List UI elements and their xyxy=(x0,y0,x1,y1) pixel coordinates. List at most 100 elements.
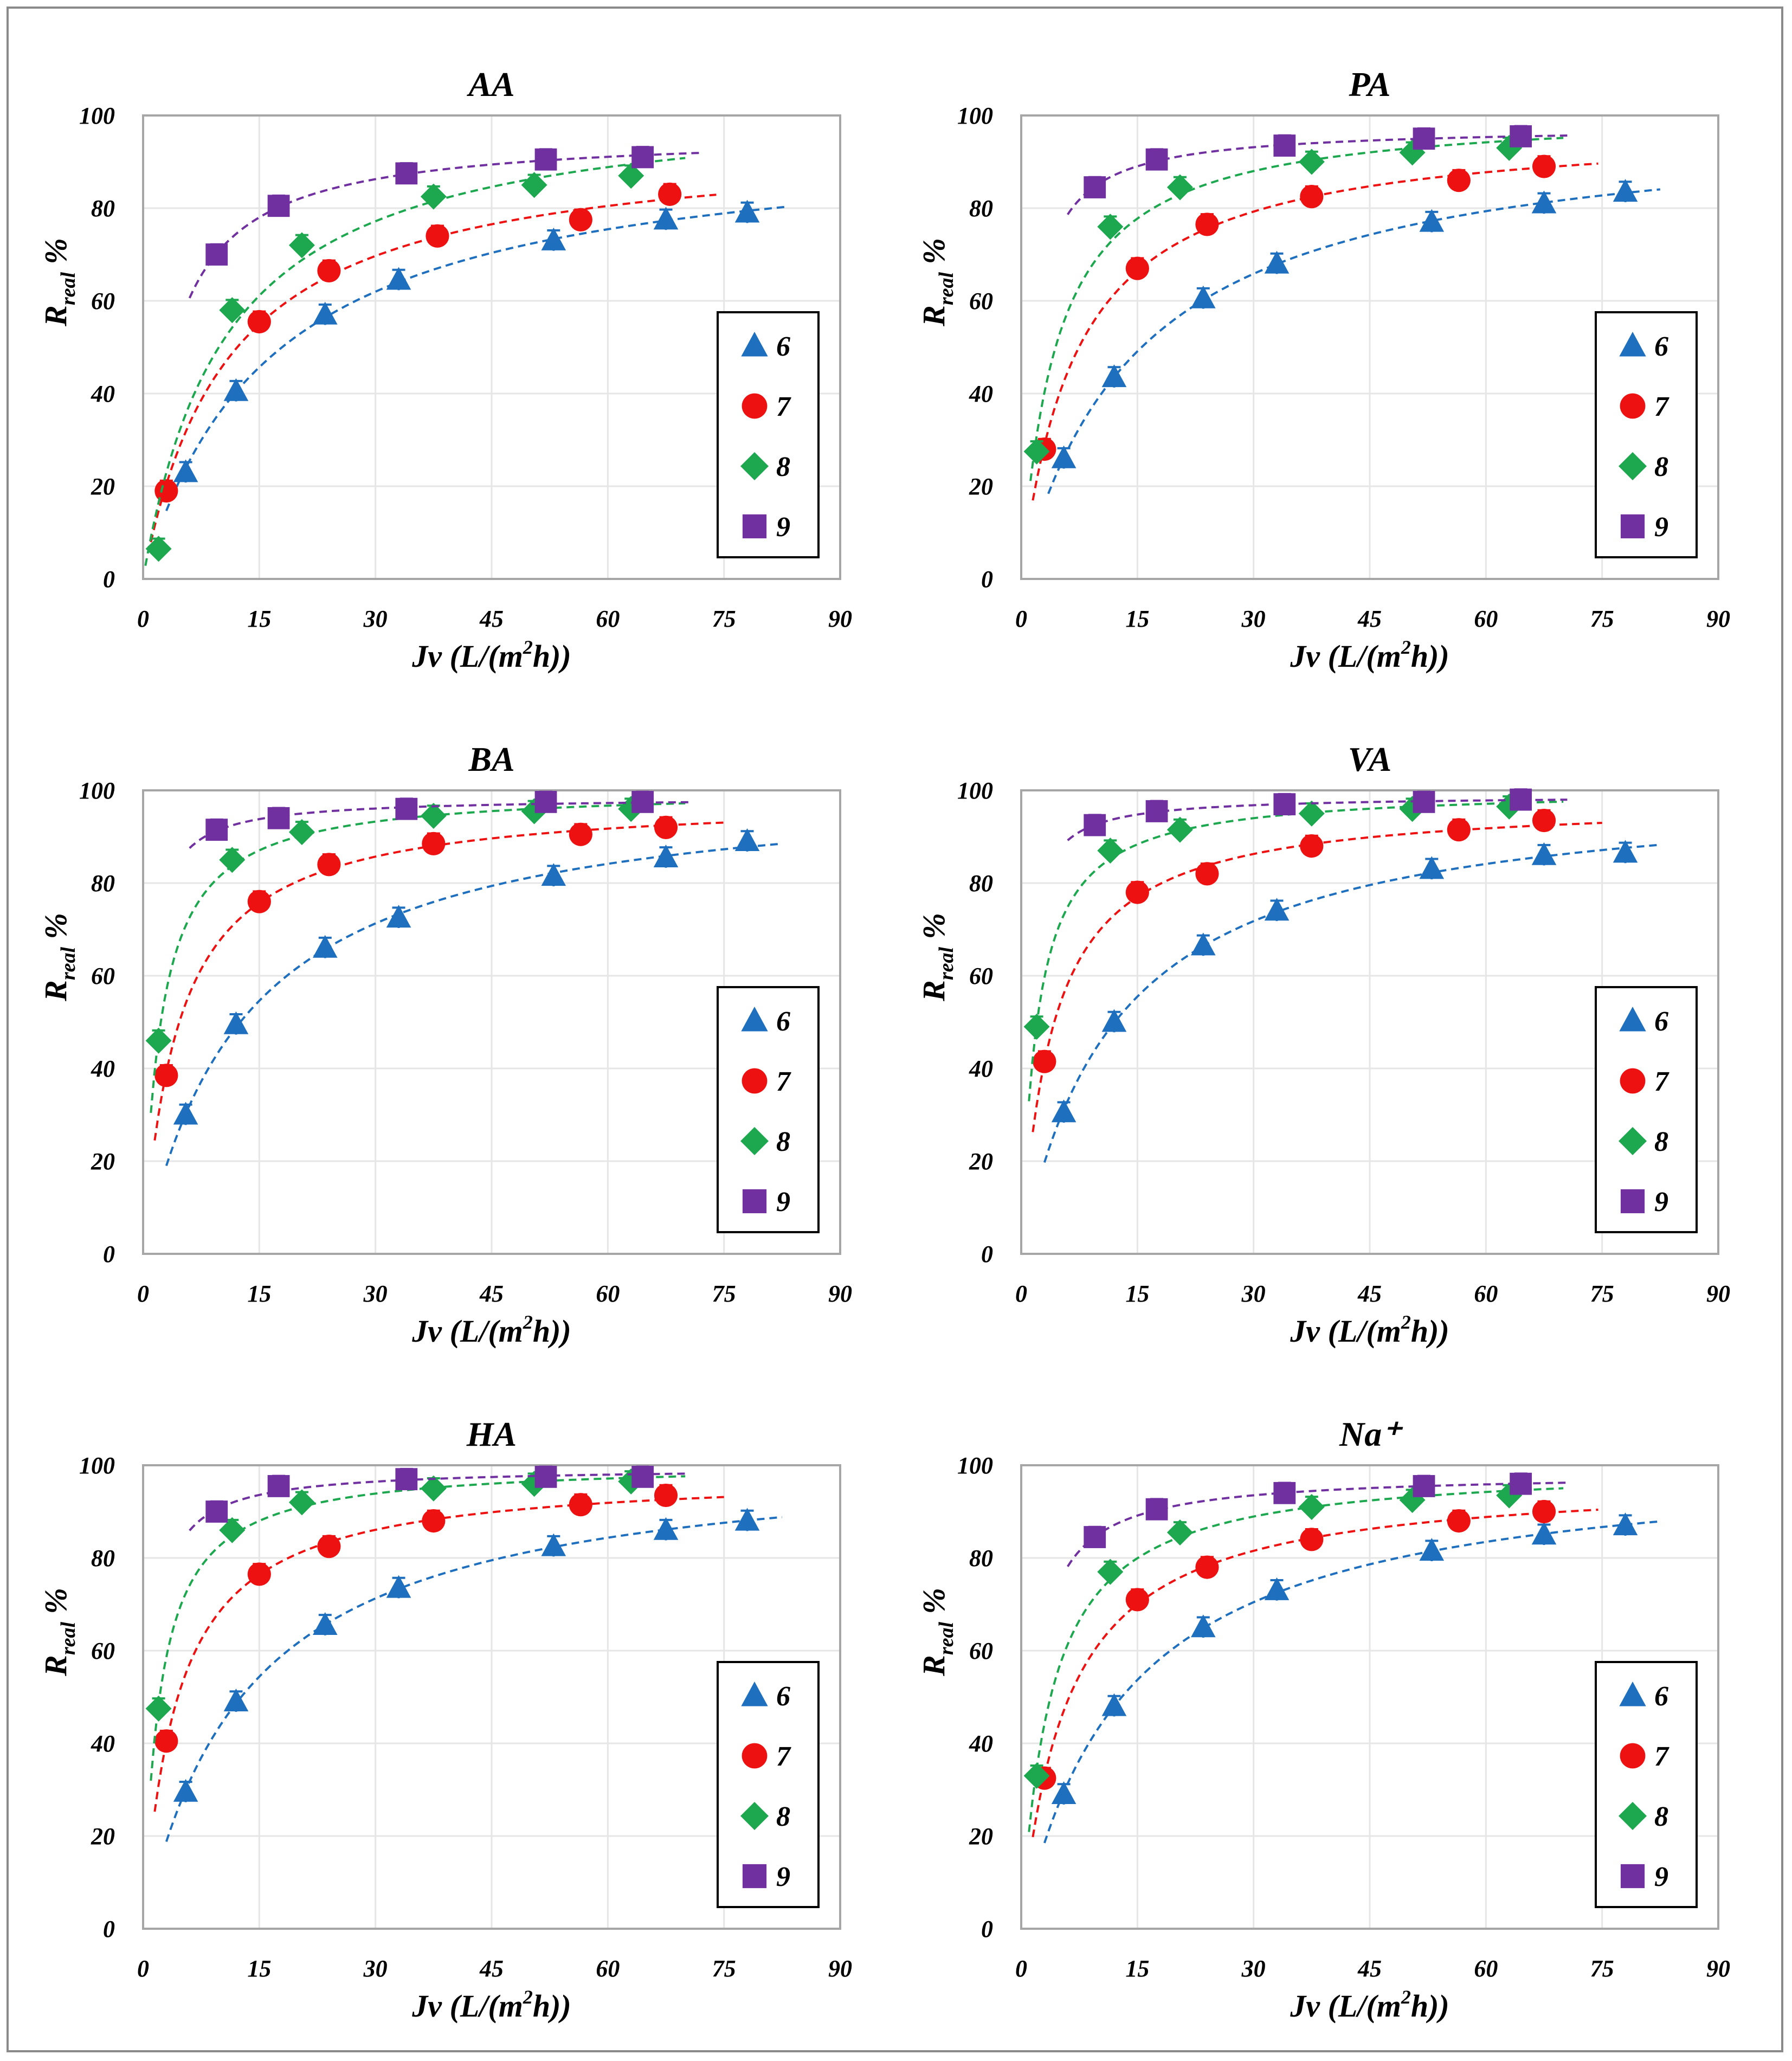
plot-area-border xyxy=(1020,114,1719,580)
y-tick-label: 80 xyxy=(91,870,115,897)
plot-area-border xyxy=(142,789,841,1255)
y-axis-label: Rreal % xyxy=(38,238,80,327)
data-point-8 xyxy=(145,1695,172,1722)
legend: 6 7 8 9 xyxy=(1595,986,1698,1233)
data-point-6 xyxy=(653,844,679,867)
data-point-7 xyxy=(317,853,341,877)
data-point-7 xyxy=(654,815,678,839)
chart-title: HA xyxy=(466,1415,517,1453)
trend-line-7 xyxy=(153,821,724,1141)
data-point-7 xyxy=(1447,1509,1471,1533)
data-point-9 xyxy=(1084,1526,1106,1548)
series-7 xyxy=(1032,1499,1598,1838)
data-point-6 xyxy=(1264,898,1290,921)
trend-line-6 xyxy=(1047,188,1660,494)
data-point-6 xyxy=(386,267,411,290)
data-point-7 xyxy=(1195,1555,1219,1579)
data-point-6 xyxy=(1190,1614,1216,1638)
y-tick-label: 20 xyxy=(91,473,115,500)
legend-marker-7 xyxy=(742,1068,768,1094)
legend-marker-6 xyxy=(1619,332,1646,357)
data-point-9 xyxy=(631,146,654,169)
trend-line-8 xyxy=(1028,1487,1564,1832)
series-9 xyxy=(189,790,689,849)
data-point-6 xyxy=(1419,856,1445,879)
trend-line-9 xyxy=(1067,1482,1568,1567)
series-9 xyxy=(1067,788,1568,841)
y-tick-label: 20 xyxy=(969,473,993,500)
y-tick-label: 40 xyxy=(969,381,993,407)
data-point-6 xyxy=(1264,250,1290,274)
data-point-8 xyxy=(420,183,447,210)
legend: 6 7 8 9 xyxy=(1595,1661,1698,1908)
legend-label-8: 8 xyxy=(1654,1801,1668,1832)
data-point-8 xyxy=(1166,1519,1193,1545)
x-tick-label: 15 xyxy=(247,606,271,632)
x-tick-label: 30 xyxy=(363,1955,388,1982)
y-tick-label: 60 xyxy=(91,1638,115,1664)
chart-panel-4: 0 15 30 45 60 75 90 0 20 40 60 80 100 VA Jv (L/(m2h)) R… xyxy=(916,740,1730,1349)
series-6 xyxy=(165,828,782,1167)
data-point-6 xyxy=(173,1102,198,1125)
data-point-7 xyxy=(154,479,178,503)
legend-label-8: 8 xyxy=(776,1126,790,1157)
data-point-7 xyxy=(247,1562,271,1586)
data-point-9 xyxy=(1145,148,1168,171)
data-point-8 xyxy=(521,172,547,198)
data-point-8 xyxy=(1023,1762,1050,1789)
legend-label-9: 9 xyxy=(1654,1187,1668,1218)
series-8 xyxy=(1023,793,1564,1102)
x-tick-label: 30 xyxy=(1241,1955,1266,1982)
legend-marker-6 xyxy=(741,1007,768,1032)
x-tick-label: 90 xyxy=(1706,606,1730,632)
data-point-6 xyxy=(1613,840,1638,863)
x-tick-label: 30 xyxy=(363,1280,388,1307)
series-9 xyxy=(188,146,701,299)
y-axis-label: Rreal % xyxy=(38,1588,80,1677)
x-axis-label: Jv (L/(m2h)) xyxy=(1290,636,1449,674)
data-point-6 xyxy=(1190,932,1216,956)
x-tick-label: 90 xyxy=(828,1280,852,1307)
legend-box xyxy=(717,311,820,558)
x-tick-label: 0 xyxy=(1015,1955,1027,1982)
data-point-6 xyxy=(1531,1522,1557,1545)
trend-line-6 xyxy=(165,842,782,1167)
data-point-9 xyxy=(395,1468,418,1491)
x-tick-label: 75 xyxy=(712,1955,736,1982)
data-point-8 xyxy=(1166,174,1193,201)
data-point-9 xyxy=(534,148,557,171)
legend-marker-9 xyxy=(742,1189,767,1214)
y-tick-label: 80 xyxy=(969,195,993,222)
series-7 xyxy=(153,1483,724,1812)
legend-box xyxy=(717,1661,820,1908)
y-tick-label: 80 xyxy=(91,195,115,222)
series-7 xyxy=(150,182,717,543)
chart-title: AA xyxy=(466,65,514,104)
data-point-9 xyxy=(1145,800,1168,822)
data-point-8 xyxy=(1023,1014,1050,1040)
data-point-9 xyxy=(1510,125,1532,147)
data-point-7 xyxy=(1195,212,1219,236)
data-point-8 xyxy=(1023,438,1050,465)
data-point-6 xyxy=(1419,209,1445,232)
y-axis-label: Rreal % xyxy=(916,1588,958,1677)
data-point-6 xyxy=(1419,1538,1445,1561)
data-point-7 xyxy=(317,1535,341,1558)
x-tick-label: 60 xyxy=(596,606,620,632)
y-tick-label: 0 xyxy=(981,1916,993,1942)
legend-label-6: 6 xyxy=(776,331,790,362)
data-point-8 xyxy=(420,803,447,829)
data-point-6 xyxy=(1051,1781,1077,1805)
legend-marker-8 xyxy=(740,1802,769,1830)
data-point-6 xyxy=(173,459,198,482)
data-point-8 xyxy=(288,232,315,259)
x-tick-label: 30 xyxy=(1241,606,1266,632)
legend-marker-9 xyxy=(742,1864,767,1889)
x-tick-label: 15 xyxy=(247,1280,271,1307)
data-point-9 xyxy=(205,1500,228,1523)
trend-line-6 xyxy=(165,205,787,511)
x-tick-label: 30 xyxy=(1241,1280,1266,1307)
data-point-6 xyxy=(1264,1577,1290,1600)
series-8 xyxy=(1023,134,1564,481)
data-point-9 xyxy=(534,790,557,813)
